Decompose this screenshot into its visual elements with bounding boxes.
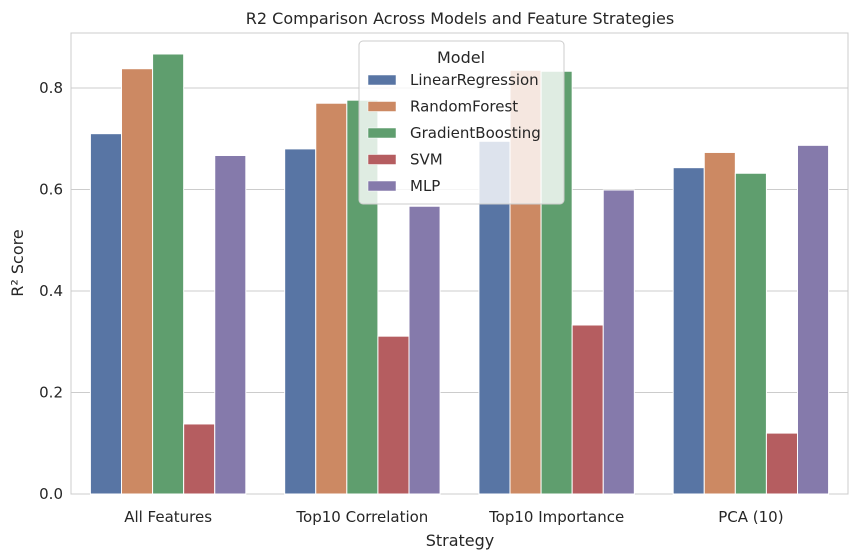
bar-svm-3	[571, 324, 604, 495]
x-tick-labels: All Features Top10 Correlation Top10 Impor…	[124, 508, 783, 526]
x-axis-label: Strategy	[426, 531, 495, 550]
legend-swatch	[367, 180, 397, 192]
chart-title: R2 Comparison Across Models and Feature …	[246, 9, 674, 28]
y-tick-labels: 0.0 0.2 0.4 0.6 0.8	[39, 79, 63, 503]
legend: Model LinearRegression RandomForest Gradie…	[358, 40, 565, 205]
y-tick-label: 0.8	[39, 79, 63, 97]
legend-label: RandomForest	[410, 98, 518, 116]
x-tick-label: PCA (10)	[718, 508, 783, 526]
y-tick-label: 0.4	[39, 282, 63, 300]
x-tick-label: Top10 Importance	[488, 508, 624, 526]
bar-svm-1	[183, 423, 216, 495]
legend-box	[358, 40, 565, 205]
bar-gradientboosting-4	[734, 172, 767, 495]
legend-label: GradientBoosting	[410, 124, 541, 142]
x-tick-label: All Features	[124, 508, 212, 526]
legend-label: LinearRegression	[410, 71, 539, 89]
bar-svm-2	[377, 335, 410, 495]
bar-gradientboosting-1	[152, 53, 185, 495]
bar-mlp-1	[214, 154, 247, 495]
legend-swatch	[367, 101, 397, 112]
y-tick-label: 0.6	[39, 181, 63, 199]
bar-mlp-3	[602, 189, 635, 495]
legend-swatch	[367, 154, 397, 165]
bar-mlp-4	[796, 144, 830, 495]
bar-linearregression-2	[284, 148, 317, 495]
legend-label: MLP	[410, 177, 440, 195]
y-tick-label: 0.0	[39, 485, 63, 503]
bar-randomforest-1	[121, 68, 154, 495]
bar-linearregression-1	[89, 133, 123, 495]
bar-svm-4	[765, 432, 798, 495]
legend-swatch	[367, 74, 397, 86]
legend-label: SVM	[410, 151, 443, 169]
legend-items: LinearRegression RandomForest GradientBoos…	[367, 71, 541, 195]
legend-title: Model	[437, 48, 485, 67]
x-tick-label: Top10 Correlation	[295, 508, 428, 526]
y-axis-label: R² Score	[8, 229, 27, 296]
bar-randomforest-4	[703, 151, 736, 495]
bar-randomforest-2	[315, 102, 348, 495]
y-tick-label: 0.2	[39, 384, 63, 402]
bar-mlp-2	[408, 205, 441, 495]
legend-swatch	[367, 127, 397, 139]
bar-linearregression-4	[672, 167, 705, 495]
